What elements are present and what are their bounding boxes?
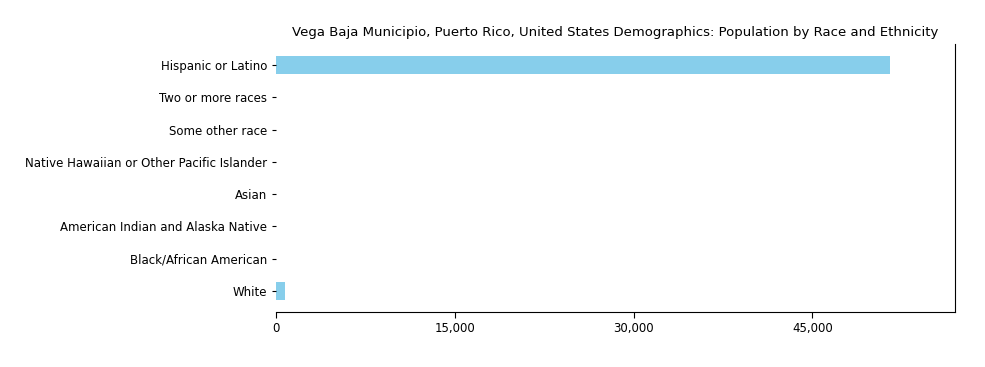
Title: Vega Baja Municipio, Puerto Rico, United States Demographics: Population by Race: Vega Baja Municipio, Puerto Rico, United…: [293, 26, 939, 39]
Bar: [276, 56, 889, 74]
Bar: [276, 282, 286, 300]
